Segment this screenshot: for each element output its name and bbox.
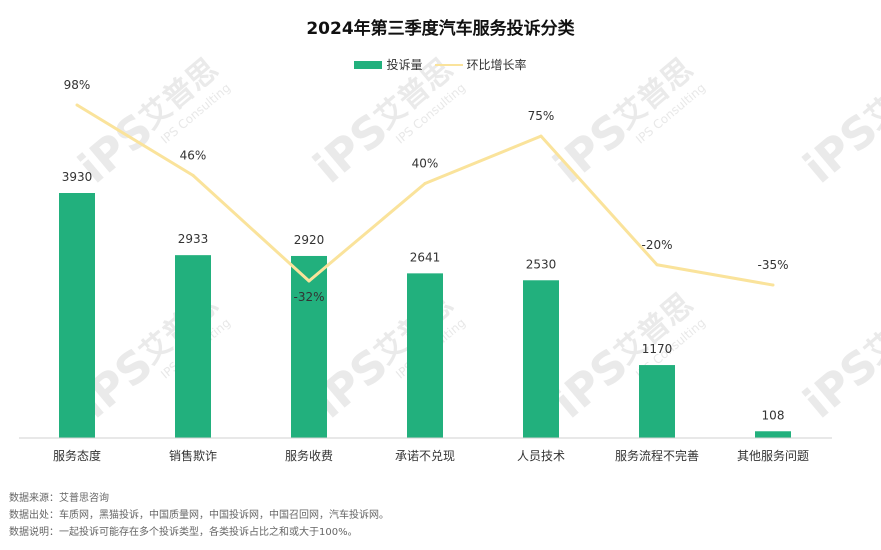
note-origin: 数据出处：车质网，黑猫投诉，中国质量网，中国投诉网，中国召回网，汽车投诉网。 xyxy=(9,510,389,521)
line-value-label: 46% xyxy=(180,148,207,162)
x-tick-label-group: 服务态度 销售欺诈 服务收费 承诺不兑现 人员技术 服务流程不完善 其他服务问题 xyxy=(53,448,809,463)
x-tick-label: 销售欺诈 xyxy=(169,448,217,463)
line-point[interactable] xyxy=(75,103,79,107)
bar[interactable] xyxy=(639,365,675,438)
line-value-label: -32% xyxy=(293,290,324,304)
bar-value-label: 1170 xyxy=(642,342,673,356)
bar[interactable] xyxy=(755,431,791,438)
legend: 投诉量 环比增长率 xyxy=(0,56,881,73)
legend-label-line: 环比增长率 xyxy=(466,58,527,72)
bar-value-label: 108 xyxy=(762,408,785,422)
line-value-label: 40% xyxy=(412,157,439,171)
bar-label-group: 3930 2933 2920 2641 2530 1170 108 xyxy=(62,170,785,422)
line-point[interactable] xyxy=(307,279,311,283)
bar-value-label: 2530 xyxy=(526,257,557,271)
note-explanation: 数据说明：一起投诉可能存在多个投诉类型，各类投诉占比之和或大于100%。 xyxy=(9,527,358,538)
line-series xyxy=(75,103,775,287)
bar[interactable] xyxy=(175,255,211,438)
x-tick-label: 服务态度 xyxy=(53,448,101,463)
legend-line-swatch xyxy=(434,63,463,66)
x-tick-label: 承诺不兑现 xyxy=(395,449,455,463)
line-value-label: 75% xyxy=(528,109,555,123)
line-point[interactable] xyxy=(191,173,195,177)
legend-item-line[interactable]: 环比增长率 xyxy=(434,56,527,73)
bar-value-label: 3930 xyxy=(62,170,93,184)
line-value-label: -20% xyxy=(641,238,672,252)
note-source: 数据来源：艾普思咨询 xyxy=(9,493,109,504)
line-point[interactable] xyxy=(539,134,543,138)
legend-label-bar: 投诉量 xyxy=(386,58,423,72)
line-label-group: 98% 46% -32% 40% 75% -20% -35% xyxy=(64,78,789,304)
bar-value-label: 2920 xyxy=(294,233,325,247)
x-tick-label: 服务流程不完善 xyxy=(615,448,699,463)
line-value-label: 98% xyxy=(64,78,91,92)
x-tick-label: 服务收费 xyxy=(285,448,333,463)
bar[interactable] xyxy=(407,273,443,438)
bar-value-label: 2641 xyxy=(410,250,441,264)
chart-title: 2024年第三季度汽车服务投诉分类 xyxy=(306,19,575,39)
bar[interactable] xyxy=(291,255,327,438)
legend-item-bar[interactable]: 投诉量 xyxy=(354,56,423,73)
x-tick-label: 人员技术 xyxy=(517,449,565,463)
line-point[interactable] xyxy=(423,182,427,186)
x-tick-label: 其他服务问题 xyxy=(737,448,809,463)
legend-bar-swatch xyxy=(354,60,383,69)
bar[interactable] xyxy=(523,280,559,438)
bar-value-label: 2933 xyxy=(178,232,209,246)
line-value-label: -35% xyxy=(757,258,788,272)
footnotes: 数据来源：艾普思咨询 数据出处：车质网，黑猫投诉，中国质量网，中国投诉网，中国召… xyxy=(9,490,389,541)
bar-series xyxy=(59,193,791,438)
bar[interactable] xyxy=(59,193,95,438)
line-point[interactable] xyxy=(655,263,659,267)
line-point[interactable] xyxy=(771,283,775,287)
